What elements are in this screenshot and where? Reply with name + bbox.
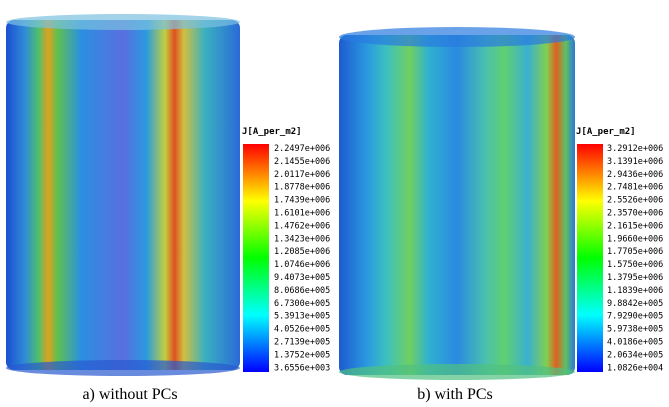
caption: a) without PCs: [82, 386, 177, 403]
legend-title: J[A_per_m2]: [242, 127, 302, 137]
legend-label: 3.2912e+006: [607, 144, 663, 154]
legend-label: 1.2085e+006: [274, 247, 330, 257]
legend-label: 2.9436e+006: [607, 170, 663, 180]
legend-label: 2.7481e+006: [607, 183, 663, 193]
legend-label: 7.9290e+005: [607, 312, 663, 322]
legend-label: 1.8778e+006: [274, 183, 330, 193]
cylinder-bottom: [339, 364, 575, 380]
legend-label: 1.0746e+006: [274, 260, 330, 270]
legend-label: 1.6101e+006: [274, 209, 330, 219]
legend-label: 1.3752e+005: [274, 350, 330, 360]
legend-label: 1.0826e+004: [607, 363, 663, 373]
color-bar: [243, 144, 269, 372]
legend-label: 2.1455e+006: [274, 157, 330, 167]
legend-label: 9.4073e+005: [274, 273, 330, 283]
legend-label: 1.4762e+006: [274, 221, 330, 231]
legend-label: 2.0634e+005: [607, 350, 663, 360]
legend-label: 5.9738e+005: [607, 325, 663, 335]
caption: b) with PCs: [417, 386, 493, 403]
cylinder-top: [6, 14, 240, 30]
legend-label: 1.5750e+006: [607, 260, 663, 270]
color-bar: [577, 144, 603, 372]
legend-label: 1.7439e+006: [274, 196, 330, 206]
legend-label: 2.0117e+006: [274, 170, 330, 180]
legend-label: 4.0186e+005: [607, 338, 663, 348]
legend-label: 2.3570e+006: [607, 209, 663, 219]
legend-label: 4.0526e+005: [274, 325, 330, 335]
legend-label: 1.3423e+006: [274, 234, 330, 244]
legend-label: 2.2497e+006: [274, 144, 330, 154]
field-plot: [6, 20, 240, 370]
legend-label: 6.7300e+005: [274, 299, 330, 309]
legend-label: 2.5526e+006: [607, 196, 663, 206]
legend-label: 1.3795e+006: [607, 273, 663, 283]
legend-label: 2.1615e+006: [607, 221, 663, 231]
legend-label: 1.9660e+006: [607, 234, 663, 244]
legend-title: J[A_per_m2]: [576, 127, 636, 137]
cylinder-bottom: [6, 360, 240, 376]
legend-label: 3.1391e+006: [607, 157, 663, 167]
legend-label: 5.3913e+005: [274, 312, 330, 322]
field-plot: [339, 35, 575, 375]
cylinder-top: [339, 27, 575, 47]
legend-label: 1.7705e+006: [607, 247, 663, 257]
legend-label: 9.8842e+005: [607, 299, 663, 309]
legend-label: 8.0686e+005: [274, 286, 330, 296]
legend-label: 1.1839e+006: [607, 286, 663, 296]
legend-label: 3.6556e+003: [274, 363, 330, 373]
legend-label: 2.7139e+005: [274, 338, 330, 348]
